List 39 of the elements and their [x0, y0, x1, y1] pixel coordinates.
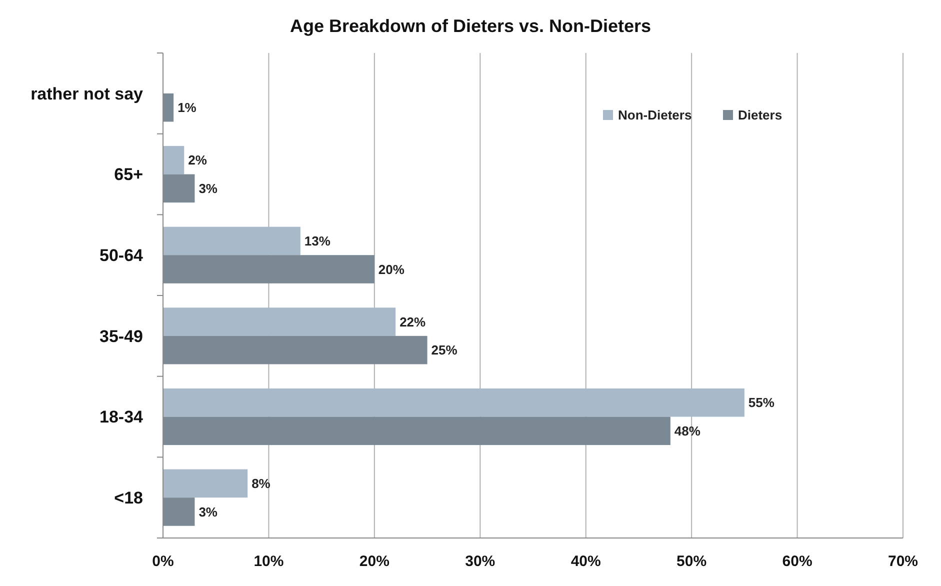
bar: [163, 498, 195, 526]
data-label: 25%: [431, 342, 458, 358]
y-tick-label: <18: [114, 488, 143, 508]
bar: [163, 308, 396, 336]
y-tick-label: 65+: [114, 165, 144, 184]
chart-title: Age Breakdown of Dieters vs. Non-Dieters: [290, 16, 652, 36]
data-label: 3%: [198, 180, 218, 196]
data-label: 55%: [748, 395, 775, 410]
bar: [163, 174, 195, 203]
bar: [163, 336, 428, 364]
bar: [163, 388, 744, 417]
y-tick-label: 50-64: [100, 246, 144, 266]
data-label: 48%: [674, 423, 701, 438]
legend-label: Dieters: [738, 108, 782, 123]
data-label: 20%: [378, 262, 405, 277]
bar: [163, 93, 174, 122]
data-label: 8%: [252, 476, 271, 491]
x-tick-label: 20%: [359, 553, 390, 570]
bar: [163, 255, 374, 284]
legend-label: Non-Dieters: [618, 108, 692, 123]
x-tick-label: 30%: [465, 553, 496, 570]
x-tick-label: 10%: [254, 553, 284, 570]
bar: [163, 226, 300, 256]
data-label: 2%: [188, 152, 208, 168]
bar: [163, 416, 670, 446]
x-tick-label: 0%: [152, 553, 174, 570]
x-tick-label: 70%: [888, 553, 918, 570]
y-tick-label: rather not say: [30, 84, 144, 104]
x-tick-label: 50%: [676, 553, 707, 570]
y-tick-label: 35-49: [100, 326, 143, 346]
x-tick-label: 60%: [782, 553, 812, 570]
data-label: 3%: [198, 504, 218, 520]
bar: [163, 146, 184, 174]
data-label: 22%: [400, 314, 426, 330]
y-tick-label: 18-34: [100, 408, 144, 427]
data-label: 13%: [304, 233, 331, 248]
bar: [163, 469, 248, 498]
x-tick-label: 40%: [570, 553, 601, 570]
data-label: 1%: [178, 100, 197, 116]
